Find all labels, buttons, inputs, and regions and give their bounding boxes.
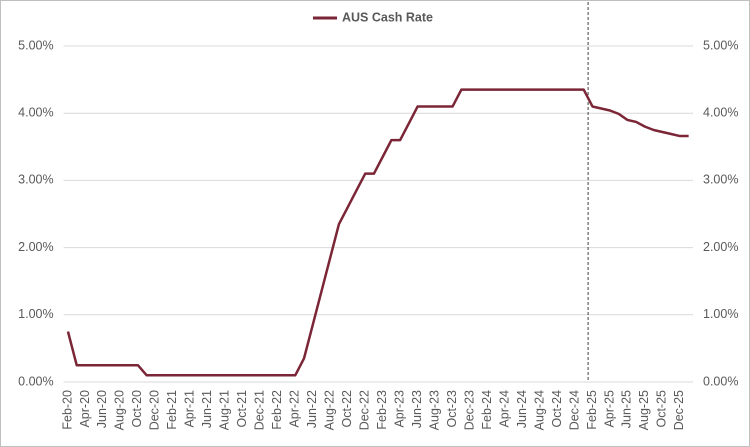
x-tick-label: Aug-21: [218, 390, 232, 430]
x-tick-label: Oct-24: [550, 390, 564, 428]
x-tick-label: Feb-23: [375, 390, 389, 430]
x-tick-label: Apr-25: [602, 390, 616, 428]
x-tick-label: Oct-23: [445, 390, 459, 428]
y2-tick-label: 4.00%: [703, 105, 738, 119]
x-tick-label: Dec-20: [148, 390, 162, 430]
x-tick-label: Jun-25: [620, 390, 634, 428]
x-tick-label: Apr-21: [183, 390, 197, 428]
x-tick-label: Feb-21: [165, 390, 179, 430]
x-tick-label: Apr-23: [392, 390, 406, 428]
legend-label: AUS Cash Rate: [342, 10, 433, 24]
y-tick-label: 5.00%: [18, 38, 53, 52]
y-tick-label: 2.00%: [18, 240, 53, 254]
x-tick-label: Jun-23: [410, 390, 424, 428]
y-tick-label: 3.00%: [18, 173, 53, 187]
x-tick-label: Dec-21: [253, 390, 267, 430]
y-tick-label: 0.00%: [18, 374, 53, 388]
x-tick-label: Jun-24: [515, 390, 529, 428]
x-tick-label: Jun-20: [95, 390, 109, 428]
series-line: [66, 88, 689, 377]
y-tick-label: 4.00%: [18, 105, 53, 119]
x-tick-label: Feb-24: [480, 390, 494, 430]
x-tick-label: Jun-22: [305, 390, 319, 428]
y2-tick-label: 0.00%: [703, 374, 738, 388]
x-tick-label: Oct-21: [235, 390, 249, 428]
y2-tick-label: 3.00%: [703, 173, 738, 187]
x-tick-label: Dec-24: [567, 390, 581, 430]
x-tick-label: Feb-20: [60, 390, 74, 430]
x-tick-label: Dec-22: [357, 390, 371, 430]
y2-tick-label: 2.00%: [703, 240, 738, 254]
x-tick-label: Aug-20: [113, 390, 127, 430]
x-tick-label: Oct-22: [340, 390, 354, 428]
x-tick-label: Aug-22: [323, 390, 337, 430]
y-tick-label: 1.00%: [18, 307, 53, 321]
x-tick-label: Aug-25: [637, 390, 651, 430]
x-tick-label: Feb-22: [270, 390, 284, 430]
x-tick-label: Apr-24: [497, 390, 511, 428]
x-tick-label: Apr-20: [78, 390, 92, 428]
x-tick-label: Aug-23: [427, 390, 441, 430]
x-tick-label: Oct-25: [655, 390, 669, 428]
y2-tick-label: 5.00%: [703, 38, 738, 52]
x-tick-label: Apr-22: [288, 390, 302, 428]
x-tick-label: Aug-24: [532, 390, 546, 430]
x-tick-label: Oct-20: [130, 390, 144, 428]
x-tick-label: Feb-25: [585, 390, 599, 430]
x-tick-label: Dec-25: [672, 390, 686, 430]
y2-tick-label: 1.00%: [703, 307, 738, 321]
x-tick-label: Dec-23: [462, 390, 476, 430]
x-tick-label: Jun-21: [200, 390, 214, 428]
